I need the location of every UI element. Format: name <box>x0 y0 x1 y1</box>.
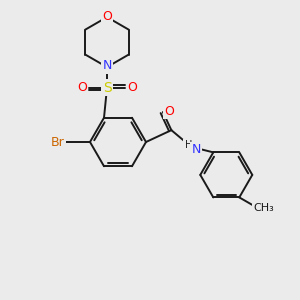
Text: O: O <box>102 10 112 22</box>
Text: H: H <box>184 140 192 150</box>
Text: CH₃: CH₃ <box>253 203 274 213</box>
Text: O: O <box>127 81 137 94</box>
Text: O: O <box>164 104 174 118</box>
Text: Br: Br <box>51 136 65 148</box>
Text: S: S <box>103 81 111 95</box>
Text: O: O <box>77 81 87 94</box>
Text: N: N <box>192 143 201 156</box>
Text: N: N <box>102 59 112 72</box>
